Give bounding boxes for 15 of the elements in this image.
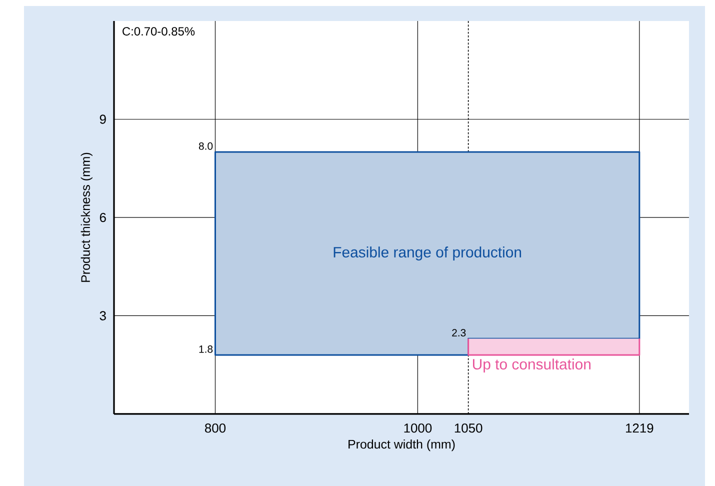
data-label: 2.3: [452, 329, 466, 336]
x-tick-label: 1000: [404, 424, 432, 433]
annotation: C:0.70-0.85%: [122, 27, 195, 36]
y-axis-title: Product thickness (mm): [80, 152, 92, 282]
data-label: 1.8: [199, 345, 213, 353]
y-tick-label: 6: [100, 212, 106, 222]
series-label: Up to consultation: [473, 358, 590, 372]
data-label: 8.0: [198, 142, 213, 150]
series-label: Feasible range of production: [334, 246, 522, 260]
x-tick-label: 1050: [454, 424, 482, 433]
y-tick-label: 3: [100, 311, 106, 320]
x-tick-label: 1219: [626, 424, 654, 433]
x-tick-label: 800: [205, 424, 226, 433]
y-tick-label: 9: [100, 114, 106, 124]
x-axis-title: Product width (mm): [348, 440, 455, 452]
